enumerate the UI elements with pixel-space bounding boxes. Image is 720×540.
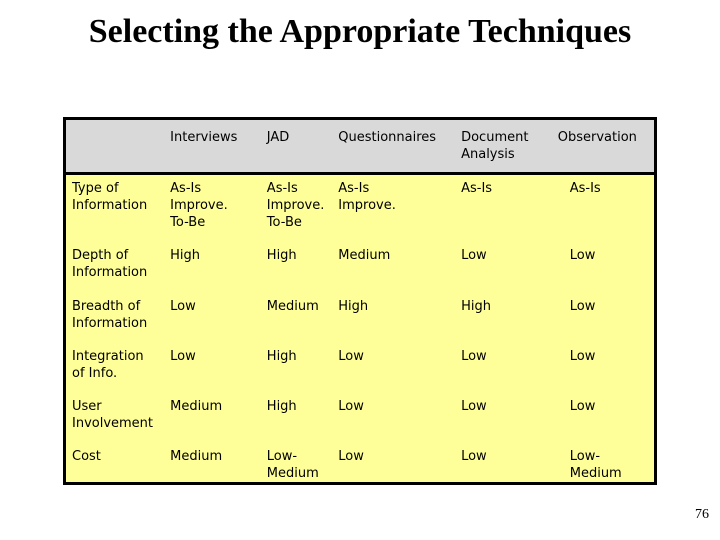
table-row: User Involvement Medium High Low Low Low bbox=[64, 392, 656, 443]
table-cell: Medium bbox=[258, 292, 331, 343]
table-cell: Low- Medium bbox=[258, 442, 331, 483]
table-header-row: Interviews JAD Questionnaires Document A… bbox=[64, 118, 656, 175]
table-cell: Low bbox=[453, 241, 550, 293]
table-row: Depth of Information High High Medium Lo… bbox=[64, 241, 656, 293]
table-row: Breadth of Information Low Medium High H… bbox=[64, 292, 656, 343]
table-cell: As-Is bbox=[549, 173, 656, 242]
row-label-type-of-information: Type of Information bbox=[64, 173, 163, 242]
table-cell: Low bbox=[549, 241, 656, 293]
techniques-table-container: Interviews JAD Questionnaires Document A… bbox=[63, 117, 657, 485]
table-cell: Low bbox=[330, 392, 454, 443]
table-cell: High bbox=[162, 241, 259, 293]
table-cell: As-Is Improve. bbox=[330, 173, 454, 242]
column-header-document-analysis: Document Analysis bbox=[453, 118, 550, 175]
table-row: Cost Medium Low- Medium Low Low Low- Med… bbox=[64, 442, 656, 483]
table-cell: Low bbox=[549, 392, 656, 443]
column-header-jad: JAD bbox=[258, 118, 331, 175]
column-header-observation: Observation bbox=[549, 118, 656, 175]
table-cell: High bbox=[258, 241, 331, 293]
table-cell: High bbox=[330, 292, 454, 343]
table-cell: Medium bbox=[330, 241, 454, 293]
table-cell: Low bbox=[162, 342, 259, 393]
column-header-interviews: Interviews bbox=[162, 118, 259, 175]
row-label-depth-of-information: Depth of Information bbox=[64, 241, 163, 293]
row-label-user-involvement: User Involvement bbox=[64, 392, 163, 443]
table-cell: Low bbox=[162, 292, 259, 343]
table-cell: High bbox=[453, 292, 550, 343]
table-cell: Low- Medium bbox=[549, 442, 656, 483]
table-cell: Low bbox=[549, 292, 656, 343]
table-cell: Low bbox=[453, 342, 550, 393]
slide-title: Selecting the Appropriate Techniques bbox=[88, 13, 632, 50]
table-cell: High bbox=[258, 392, 331, 443]
row-label-integration-of-info: Integration of Info. bbox=[64, 342, 163, 393]
table-cell: As-Is Improve. To-Be bbox=[162, 173, 259, 242]
table-cell: Low bbox=[330, 442, 454, 483]
techniques-comparison-table: Interviews JAD Questionnaires Document A… bbox=[63, 117, 657, 485]
table-cell: Low bbox=[453, 442, 550, 483]
table-cell: Low bbox=[330, 342, 454, 393]
column-header-questionnaires: Questionnaires bbox=[330, 118, 454, 175]
row-label-cost: Cost bbox=[64, 442, 163, 483]
page-number: 76 bbox=[695, 507, 709, 522]
table-row: Type of Information As-Is Improve. To-Be… bbox=[64, 173, 656, 242]
table-cell: As-Is Improve. To-Be bbox=[258, 173, 331, 242]
column-header-blank bbox=[64, 118, 163, 175]
row-label-breadth-of-information: Breadth of Information bbox=[64, 292, 163, 343]
table-row: Integration of Info. Low High Low Low Lo… bbox=[64, 342, 656, 393]
table-cell: Medium bbox=[162, 392, 259, 443]
table-cell: Low bbox=[453, 392, 550, 443]
table-cell: High bbox=[258, 342, 331, 393]
table-cell: As-Is bbox=[453, 173, 550, 242]
table-cell: Low bbox=[549, 342, 656, 393]
table-cell: Medium bbox=[162, 442, 259, 483]
